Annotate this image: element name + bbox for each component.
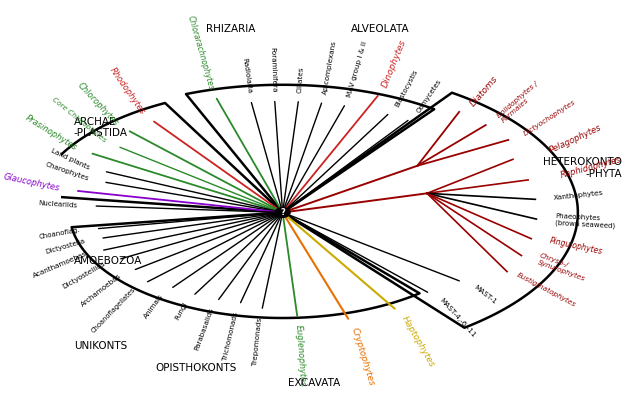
Text: Radiolaria: Radiolaria xyxy=(241,57,252,94)
Text: Pelagophytes: Pelagophytes xyxy=(548,123,603,155)
Text: Chlorarachnophytes: Chlorarachnophytes xyxy=(186,14,216,91)
Text: MAST-1: MAST-1 xyxy=(472,284,497,306)
Text: Euglenophytes: Euglenophytes xyxy=(294,325,307,387)
Text: EXCAVATA: EXCAVATA xyxy=(288,378,341,388)
Text: OPISTHOKONTS: OPISTHOKONTS xyxy=(156,363,237,373)
Text: Prasinophytes: Prasinophytes xyxy=(24,113,79,152)
Text: Nucleariids: Nucleariids xyxy=(38,200,78,209)
Text: Chryso-/
Synurophytes: Chryso-/ Synurophytes xyxy=(537,253,589,282)
Text: Raphidophytes: Raphidophytes xyxy=(559,155,622,180)
Text: ARCHAE
-PLASTIDA: ARCHAE -PLASTIDA xyxy=(74,117,128,138)
Text: Dictyostelia: Dictyostelia xyxy=(45,238,86,255)
Text: Bolidophytes /
Parmales: Bolidophytes / Parmales xyxy=(495,80,543,124)
Text: Eustigmatophytes: Eustigmatophytes xyxy=(516,271,576,308)
Text: RHIZARIA: RHIZARIA xyxy=(206,24,256,34)
Text: Acanthamoebas: Acanthamoebas xyxy=(32,251,88,279)
Text: Pinguiophytes: Pinguiophytes xyxy=(548,236,603,256)
Circle shape xyxy=(275,208,290,217)
Text: Phaeophytes
(brown seaweed): Phaeophytes (brown seaweed) xyxy=(555,213,615,229)
Text: Choanoflagellates: Choanoflagellates xyxy=(91,286,137,334)
Text: Trepomonads: Trepomonads xyxy=(252,317,263,366)
Text: Foraminifera: Foraminifera xyxy=(270,47,277,92)
Text: Cryptophytes: Cryptophytes xyxy=(350,326,376,387)
Text: Apicomplexans: Apicomplexans xyxy=(322,39,337,95)
Text: Ciliates: Ciliates xyxy=(296,66,304,93)
Text: ?: ? xyxy=(281,208,285,217)
Text: ALVEOLATA: ALVEOLATA xyxy=(351,24,410,34)
Text: HETEROKONTO
-PHYTA: HETEROKONTO -PHYTA xyxy=(543,157,622,179)
Text: Choanoflag.: Choanoflag. xyxy=(38,227,81,241)
Text: Animals: Animals xyxy=(142,293,164,320)
Text: Dinophytes: Dinophytes xyxy=(381,38,408,89)
Text: Charophytes: Charophytes xyxy=(44,162,89,182)
Text: Haptophytes: Haptophytes xyxy=(400,314,437,369)
Text: Dictyosteliids: Dictyosteliids xyxy=(61,261,106,290)
Text: Rhodophytes: Rhodophytes xyxy=(108,66,147,117)
Text: Oomycetes: Oomycetes xyxy=(416,79,443,114)
Text: Trichomonads: Trichomonads xyxy=(222,311,239,361)
Text: Core Chlorophytes: Core Chlorophytes xyxy=(51,97,107,144)
Text: Glaucophytes: Glaucophytes xyxy=(3,173,61,193)
Text: Xanthophytes: Xanthophytes xyxy=(553,190,604,201)
Text: UNIKONTS: UNIKONTS xyxy=(74,341,127,351)
Text: Archamoebas: Archamoebas xyxy=(80,273,123,308)
Text: MAV group I & II: MAV group I & II xyxy=(347,40,369,98)
Text: MAST-4,-6,-11: MAST-4,-6,-11 xyxy=(438,297,476,339)
Text: Parabasalids: Parabasalids xyxy=(194,307,215,352)
Text: Fungi: Fungi xyxy=(174,301,189,321)
Text: Dictyochophytes: Dictyochophytes xyxy=(522,99,576,138)
Text: Chlorophytes: Chlorophytes xyxy=(75,81,120,128)
Text: Blastocystis: Blastocystis xyxy=(394,68,419,108)
Text: Diatoms: Diatoms xyxy=(468,74,499,108)
Text: AMOEBOZOA: AMOEBOZOA xyxy=(74,255,142,265)
Text: Land plants: Land plants xyxy=(50,148,91,171)
